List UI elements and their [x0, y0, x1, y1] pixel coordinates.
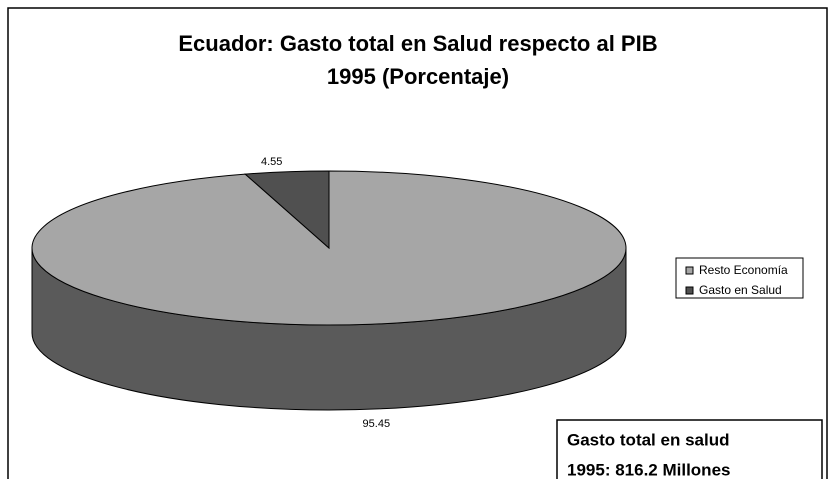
pie-slice — [244, 170, 330, 250]
pie-slice — [31, 170, 627, 326]
chart-title: Ecuador: Gasto total en Salud respecto a… — [178, 31, 657, 56]
legend-label: Resto Economía — [699, 263, 788, 277]
legend-swatch — [685, 286, 694, 295]
data-label: 4.55 — [261, 156, 282, 168]
legend-label: Gasto en Salud — [699, 283, 782, 297]
annotation: 1995: 816.2 Millones — [567, 460, 730, 479]
legend-box — [675, 257, 804, 299]
chart-subtitle: 1995 (Porcentaje) — [327, 64, 509, 89]
annotation: Gasto total en salud — [567, 430, 729, 449]
annotation-box — [556, 419, 823, 479]
legend-swatch — [685, 266, 694, 275]
data-label: 95.45 — [363, 418, 391, 430]
